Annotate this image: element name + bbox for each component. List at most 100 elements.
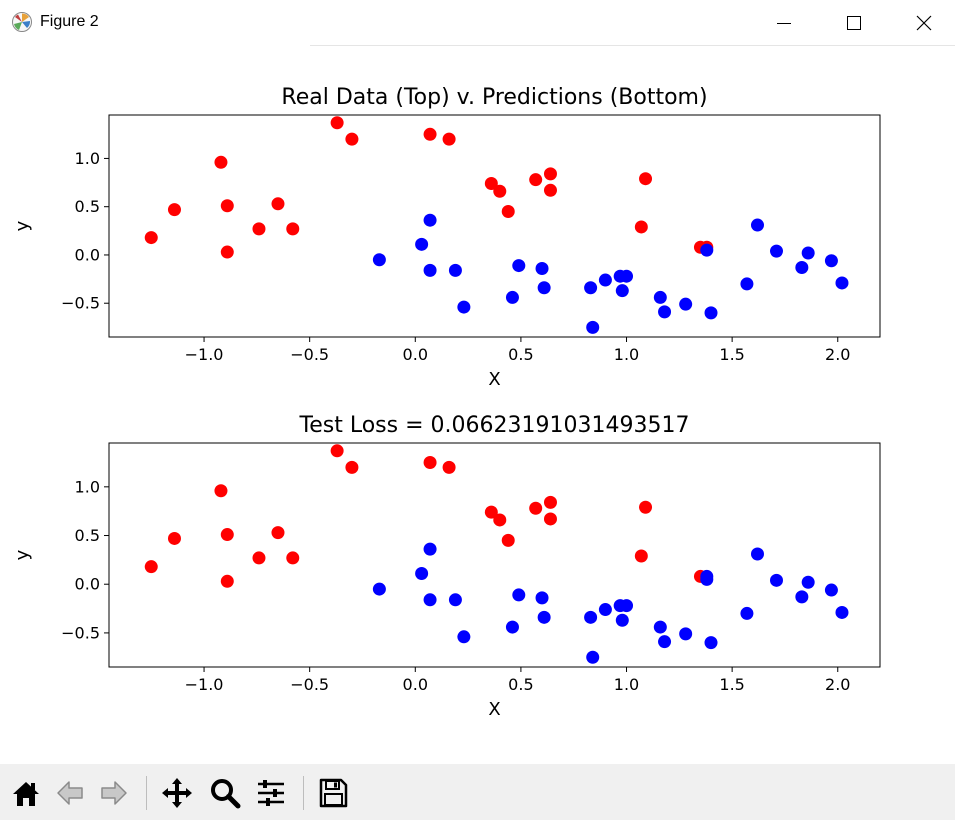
data-point — [484, 177, 498, 191]
data-point — [505, 290, 519, 304]
data-point — [512, 588, 526, 602]
home-button[interactable] — [6, 773, 46, 813]
data-point — [415, 567, 429, 581]
data-point — [442, 460, 456, 474]
data-point — [423, 127, 437, 141]
data-point — [634, 220, 648, 234]
data-point — [769, 244, 783, 258]
data-point — [345, 132, 359, 146]
x-tick-label: −1.0 — [185, 675, 224, 694]
data-point — [457, 630, 471, 644]
data-point — [795, 261, 809, 275]
data-point — [535, 591, 549, 605]
data-point — [658, 635, 672, 649]
data-point — [220, 199, 234, 213]
data-point — [535, 261, 549, 275]
data-point — [505, 620, 519, 634]
data-point — [586, 650, 600, 664]
x-tick-label: 0.0 — [403, 345, 428, 364]
data-point — [271, 197, 285, 211]
figure-canvas[interactable]: Real Data (Top) v. Predictions (Bottom) −… — [0, 46, 955, 764]
data-point — [529, 501, 543, 515]
data-point — [584, 610, 598, 624]
y-axis-label: y — [12, 220, 33, 231]
x-tick-label: −1.0 — [185, 345, 224, 364]
pan-icon — [162, 778, 192, 808]
minimize-button[interactable] — [749, 0, 819, 46]
data-point — [415, 237, 429, 251]
zoom-icon — [211, 779, 241, 809]
data-point — [679, 297, 693, 311]
data-point — [584, 281, 598, 295]
maximize-button[interactable] — [819, 0, 889, 46]
data-point — [345, 460, 359, 474]
data-point — [700, 243, 714, 257]
data-point — [484, 505, 498, 519]
data-point — [795, 590, 809, 604]
chart-title: Real Data (Top) v. Predictions (Bottom) — [281, 85, 707, 110]
forward-button[interactable] — [94, 773, 134, 813]
toolbar-separator — [303, 776, 304, 810]
data-point — [586, 320, 600, 334]
data-point — [537, 281, 551, 295]
x-tick-label: 1.0 — [614, 675, 639, 694]
data-point — [423, 455, 437, 469]
title-bar-divider — [310, 45, 955, 46]
data-point — [423, 593, 437, 607]
data-point — [679, 627, 693, 641]
data-point — [448, 593, 462, 607]
data-point — [167, 531, 181, 545]
x-tick-label: 1.5 — [719, 345, 744, 364]
data-point — [286, 222, 300, 236]
data-point — [824, 254, 838, 268]
y-tick-label: −0.5 — [61, 623, 100, 642]
data-point — [214, 155, 228, 169]
save-icon — [319, 778, 348, 808]
data-point — [372, 582, 386, 596]
data-point — [620, 269, 634, 283]
back-arrow-icon — [57, 781, 83, 805]
x-tick-label: 2.0 — [825, 675, 850, 694]
data-point — [423, 542, 437, 556]
data-point — [512, 259, 526, 273]
data-point — [700, 572, 714, 586]
data-point — [639, 500, 653, 514]
y-tick-label: 0.0 — [75, 575, 100, 594]
x-tick-label: −0.5 — [290, 345, 329, 364]
data-point — [543, 167, 557, 181]
data-point — [330, 116, 344, 130]
subplot-1: Real Data (Top) v. Predictions (Bottom) −… — [12, 85, 881, 390]
data-point — [740, 606, 754, 620]
pan-button[interactable] — [157, 773, 197, 813]
series-2 — [372, 213, 849, 334]
zoom-button[interactable] — [205, 773, 245, 813]
data-point — [220, 245, 234, 259]
configure-subplots-button[interactable] — [251, 773, 291, 813]
navigation-toolbar — [0, 764, 955, 820]
data-point — [704, 306, 718, 320]
data-point — [704, 636, 718, 650]
data-point — [252, 222, 266, 236]
data-point — [750, 218, 764, 232]
series-1 — [144, 444, 707, 588]
close-icon — [916, 15, 932, 31]
data-point — [615, 284, 629, 298]
data-point — [658, 305, 672, 319]
data-point — [493, 184, 507, 198]
save-button[interactable] — [313, 773, 353, 813]
data-point — [423, 263, 437, 277]
x-tick-label: −0.5 — [290, 675, 329, 694]
figure-svg: Real Data (Top) v. Predictions (Bottom) −… — [12, 85, 881, 720]
data-point — [801, 246, 815, 260]
data-point — [423, 213, 437, 227]
back-button[interactable] — [50, 773, 90, 813]
close-button[interactable] — [889, 0, 955, 46]
data-point — [271, 526, 285, 540]
axes-frame — [108, 114, 881, 338]
data-point — [286, 551, 300, 565]
y-tick-label: 1.0 — [75, 149, 100, 168]
data-point — [501, 205, 515, 219]
x-tick-label: 1.5 — [719, 675, 744, 694]
data-point — [167, 203, 181, 217]
x-tick-label: 0.5 — [508, 345, 533, 364]
